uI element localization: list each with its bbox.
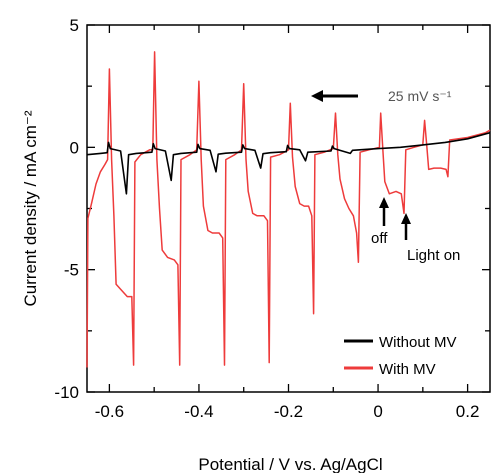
- y-axis-title: Current density / mA cm⁻²: [21, 110, 40, 306]
- y-tick-label: -5: [64, 261, 79, 280]
- legend-label: Without MV: [379, 334, 457, 351]
- off-label: off: [371, 230, 388, 247]
- series-lines: [86, 51, 491, 368]
- x-tick-label: -0.2: [274, 402, 303, 421]
- legend-label: With MV: [379, 361, 436, 378]
- x-axis-title: Potential / V vs. Ag/AgCl: [198, 455, 382, 473]
- scan-direction-arrow-head: [311, 90, 323, 102]
- y-tick-label: 5: [70, 16, 79, 35]
- series-line-without-mv: [86, 131, 491, 195]
- x-tick-label: 0.2: [456, 402, 480, 421]
- y-tick-label: 0: [70, 138, 79, 157]
- series-line-with-mv: [86, 51, 491, 368]
- light-on-arrow-head: [401, 213, 411, 224]
- light-on-label: Light on: [407, 247, 460, 264]
- y-tick-label: -10: [54, 383, 79, 402]
- legend: Without MV With MV: [344, 334, 457, 378]
- annotations: 25 mV s⁻¹ off Light on: [311, 88, 460, 264]
- x-tick-label: -0.6: [95, 402, 124, 421]
- scan-rate-label: 25 mV s⁻¹: [388, 88, 452, 104]
- x-tick-label: 0: [373, 402, 382, 421]
- x-tick-label: -0.4: [184, 402, 213, 421]
- off-arrow-head: [379, 197, 389, 208]
- axes: -0.6 -0.4 -0.2 0 0.2 5 0 -5 -10 Potential / V vs.…: [21, 16, 491, 473]
